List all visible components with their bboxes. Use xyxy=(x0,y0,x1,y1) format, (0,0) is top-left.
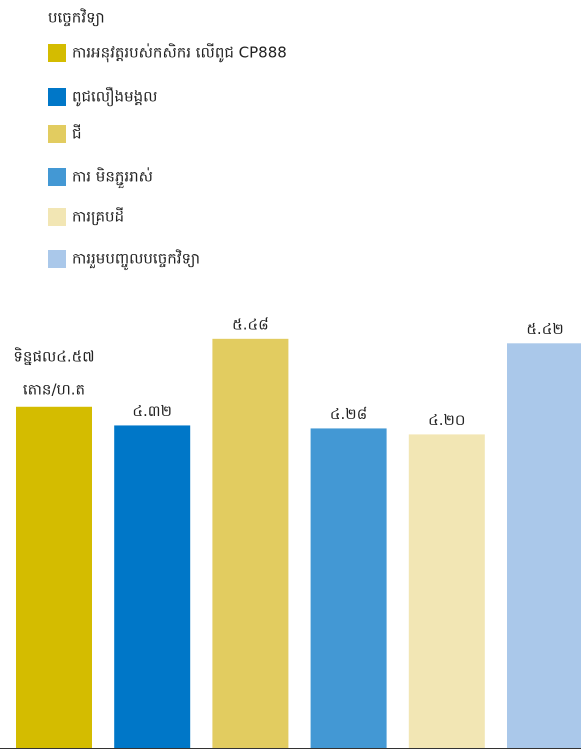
legend-swatch xyxy=(48,250,66,268)
value-label: ៥.៤៨ xyxy=(232,315,269,333)
value-label: ទិន្នផល៤.៥៧ xyxy=(13,346,94,365)
legend-title: បច្ចេកវិទ្យា xyxy=(48,8,105,27)
value-label: ៤.២០ xyxy=(428,411,465,429)
bar xyxy=(310,428,387,748)
legend-swatch xyxy=(48,125,66,143)
bar xyxy=(16,406,92,748)
bar xyxy=(507,343,581,748)
legend-swatch xyxy=(48,44,66,62)
legend-label: ការអនុវត្តរបស់កសិករ លើពូជ CP888 xyxy=(72,43,287,63)
legend-label: ជី xyxy=(72,124,82,143)
legend-label: ការគ្របដី xyxy=(72,207,124,226)
legend-label: ពូជលឿងមង្គល xyxy=(72,87,157,107)
legend-swatch xyxy=(48,88,66,106)
unit-label: តោន/ហ.ត xyxy=(23,380,85,398)
bar xyxy=(212,338,289,748)
legend-label: ការ មិនភ្ជួររាស់ xyxy=(72,167,153,189)
legend-swatch xyxy=(48,208,66,226)
value-label: ៤.២៨ xyxy=(330,405,367,423)
bar xyxy=(114,425,191,748)
value-label: ៤.៣២ xyxy=(132,402,172,420)
value-label: ៥.៤២ xyxy=(526,320,563,338)
bar xyxy=(408,434,485,748)
legend-label: ការរួមបញ្ចូលបច្ចេកវិទ្យា xyxy=(72,249,200,271)
legend-swatch xyxy=(48,168,66,186)
